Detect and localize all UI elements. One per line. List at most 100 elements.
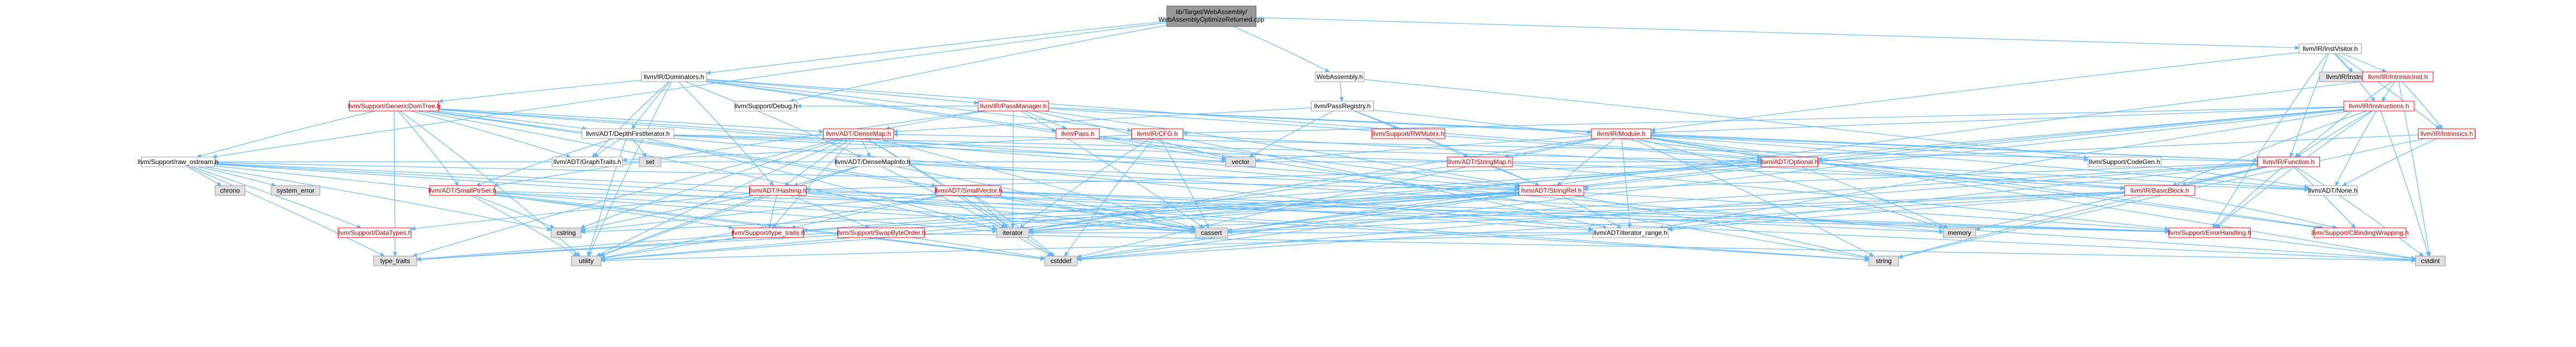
edge-stringref-to-errorhandling (1583, 192, 2169, 232)
node-none[interactable]: llvm/ADT/None.h (2308, 185, 2358, 196)
node-label: memory (1948, 229, 1971, 237)
edge-densemap-to-hashing (784, 138, 852, 186)
edge-dominators-to-cfg (706, 80, 1132, 133)
edge-function-to-cbindingwrapping (2293, 166, 2356, 228)
edge-intrinsicinst-to-function (2294, 81, 2392, 158)
node-datatypes[interactable]: llvm/Support/DataTypes.h (337, 227, 412, 238)
node-smallvector[interactable]: llvm/ADT/SmallVector.h (934, 185, 1002, 196)
node-label: system_error (277, 187, 314, 194)
node-cbindingwrapping[interactable]: llvm/Support/CBindingWrapping.h (2311, 227, 2409, 238)
node-label: WebAssemblyOptimizeReturned.cpp (1158, 16, 1264, 23)
node-cstdint[interactable]: cstdint (2415, 256, 2446, 266)
node-label: llvm/ADT/StringMap.h (1448, 158, 1512, 166)
node-memory[interactable]: memory (1943, 227, 1976, 238)
edge-raw_ostream-to-type_traits (188, 166, 385, 257)
node-label: utility (579, 257, 593, 265)
edge-smallvector-to-iterator_range (1000, 192, 1593, 233)
node-genericdomtree[interactable]: llvm/Support/GenericDomTree.h (348, 101, 441, 112)
node-string[interactable]: string (1869, 256, 1899, 266)
node-module[interactable]: llvm/IR/Module.h (1591, 128, 1651, 139)
node-errorhandling[interactable]: llvm/Support/ErrorHandling.h (2168, 227, 2251, 238)
node-stringref[interactable]: llvm/ADT/StringRef.h (1518, 185, 1584, 196)
node-passmanager[interactable]: llvm/IR/PassManager.h (978, 101, 1049, 112)
node-cassert[interactable]: cassert (1195, 227, 1228, 238)
node-type-traits[interactable]: type_traits (373, 256, 417, 266)
node-label: llvm/ADT/GraphTraits.h (554, 158, 621, 166)
edge-module-to-stringref (1557, 138, 1616, 186)
node-box (2257, 156, 2320, 167)
node-vector[interactable]: vector (1225, 156, 1256, 167)
edge-module-to-none (1650, 135, 2309, 191)
edge-instvisitor-to-intrinsics (2336, 53, 2441, 129)
node-dominators[interactable]: llvm/IR/Dominators.h (641, 71, 707, 82)
edge-instructions-to-basicblock (2172, 110, 2367, 186)
node-chrono[interactable]: chrono (215, 185, 245, 196)
node-type-traits-h[interactable]: llvm/Support/type_traits.h (731, 227, 805, 238)
node-graphtraits[interactable]: llvm/ADT/GraphTraits.h (552, 156, 623, 167)
node-cstddef[interactable]: cstddef (1044, 256, 1078, 266)
edge-densemapinfo-to-cstdint (909, 163, 2416, 262)
node-iterator[interactable]: iterator (996, 227, 1030, 238)
node-webassembly[interactable]: WebAssembly.h (1315, 71, 1365, 82)
node-densemapinfo[interactable]: llvm/ADT/DenseMapInfo.h (835, 156, 910, 167)
node-box (1518, 185, 1584, 196)
node-densemap[interactable]: llvm/ADT/DenseMap.h (823, 128, 894, 139)
edge-densemapinfo-to-hashing (793, 166, 857, 187)
node-stringmap[interactable]: llvm/ADT/StringMap.h (1447, 156, 1513, 167)
node-utility[interactable]: utility (571, 256, 601, 266)
edge-depthfirst-to-smallptrset (476, 138, 614, 187)
node-label: cstddef (1051, 257, 1072, 265)
node-iterator-range[interactable]: llvm/ADT/iterator_range.h (1592, 227, 1669, 238)
node-depthfirst[interactable]: llvm/ADT/DepthFirstIterator.h (581, 128, 674, 139)
node-swapbyteorder[interactable]: llvm/Support/SwapByteOrder.h (837, 227, 926, 238)
node-optional[interactable]: llvm/ADT/Optional.h (1761, 156, 1819, 167)
node-box (823, 128, 894, 139)
node-box (2313, 227, 2407, 238)
node-label: llvm/ADT/DenseMap.h (826, 130, 891, 138)
node-system-error[interactable]: system_error (271, 185, 320, 196)
node-codegen[interactable]: llvm/Support/CodeGen.h (2088, 156, 2161, 167)
node-cstring[interactable]: cstring (551, 227, 581, 238)
node-label: cassert (1201, 229, 1222, 237)
edge-instvisitor-to-intrinsicinst (2342, 53, 2387, 73)
edge-passregistry-to-densemap (893, 107, 1312, 134)
edge-optional-to-type_traits_h (803, 163, 1761, 233)
node-smallptrset[interactable]: llvm/ADT/SmallPtrSet.h (428, 185, 496, 196)
node-pass[interactable]: llvm/Pass.h (1056, 128, 1100, 139)
node-passregistry[interactable]: llvm/PassRegistry.h (1311, 101, 1374, 112)
node-hashing[interactable]: llvm/ADT/Hashing.h (749, 185, 807, 196)
edge-densemapinfo-to-cstddef (881, 166, 1052, 257)
node-box (2299, 43, 2362, 54)
node-instructions[interactable]: llvm/IR/Instructions.h (2343, 101, 2415, 112)
edge-passmanager-to-stringref (1044, 110, 1521, 187)
edge-raw_ostream-to-system_error (198, 166, 276, 187)
node-label: llvm/Support/ErrorHandling.h (2168, 229, 2251, 237)
node-root[interactable]: lib/Target/WebAssembly/WebAssemblyOptimi… (1158, 5, 1264, 27)
node-label: llvm/Support/Debug.h (735, 102, 797, 110)
node-intrinsics[interactable]: llvm/IR/Intrinsics.h (2418, 128, 2475, 139)
node-intrinsicinst[interactable]: llvm/IR/IntrinsicInst.h (2362, 71, 2434, 82)
node-set[interactable]: set (639, 156, 661, 167)
edge-webassembly-to-codegen (1364, 79, 2089, 160)
node-pmutex[interactable]: llvm/Support/RWMutex.h (1372, 128, 1445, 139)
node-raw-ostream[interactable]: llvm/Support/raw_ostream.h (137, 156, 219, 167)
node-function[interactable]: llvm/IR/Function.h (2257, 156, 2320, 167)
node-label: llvm/Support/SwapByteOrder.h (837, 229, 926, 237)
node-label: llvm/Support/RWMutex.h (1373, 130, 1445, 138)
edge-instructions-to-optional (1817, 109, 2344, 161)
node-box (1225, 156, 1256, 167)
edge-stringmap-to-iterator (1028, 166, 1448, 232)
node-instvisitor[interactable]: llvm/IR/InstVisitor.h (2299, 43, 2362, 54)
node-label: llvm/IR/Instructions.h (2349, 102, 2409, 110)
node-cfg[interactable]: llvm/IR/CFG.h (1131, 128, 1183, 139)
node-label: llvm/IR/Intrinsics.h (2420, 130, 2473, 138)
edge-passregistry-to-vector (1249, 110, 1334, 158)
edge-densemap-to-cstring (580, 138, 844, 229)
node-debug[interactable]: llvm/Support/Debug.h (735, 101, 797, 112)
node-basicblock[interactable]: llvm/IR/BasicBlock.h (2124, 185, 2195, 196)
edge-instructions-to-cstddef (1077, 110, 2344, 261)
node-layer: lib/Target/WebAssembly/WebAssemblyOptimi… (137, 5, 2475, 266)
edge-intrinsicinst-to-instructions (2382, 81, 2395, 102)
edge-raw_ostream-to-string (214, 163, 1870, 263)
edge-stringref-to-type_traits (416, 192, 1519, 262)
